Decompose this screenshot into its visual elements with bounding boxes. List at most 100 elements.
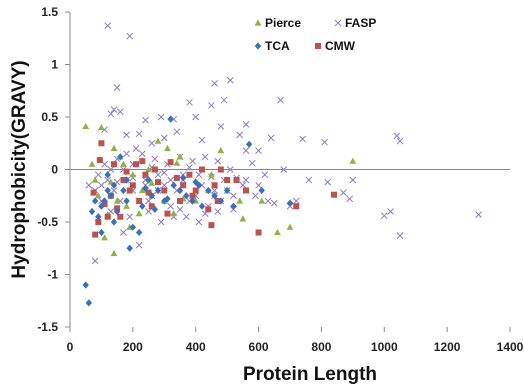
data-point [393, 132, 401, 140]
data-point [248, 159, 256, 167]
data-point [117, 153, 124, 161]
data-point [173, 174, 180, 181]
y-tick-label: -1.5 [37, 320, 58, 334]
data-point [98, 181, 105, 189]
data-point [214, 157, 222, 165]
data-point [110, 181, 118, 189]
data-point [148, 139, 156, 147]
data-point [167, 176, 174, 184]
data-point [136, 198, 143, 204]
y-tick-label: 0 [51, 163, 58, 177]
data-point [123, 150, 130, 158]
data-point [126, 32, 134, 40]
data-point [208, 222, 215, 229]
data-point [255, 147, 262, 154]
data-point [267, 134, 275, 142]
data-point [120, 229, 127, 236]
data-point [91, 176, 99, 183]
data-point [255, 229, 262, 236]
data-point [252, 192, 259, 200]
data-point [258, 186, 265, 195]
data-point [145, 197, 152, 205]
data-point [98, 228, 105, 237]
data-point [299, 135, 306, 143]
data-points [82, 22, 482, 307]
data-point [217, 123, 225, 130]
data-point [110, 249, 118, 257]
data-point [292, 197, 300, 205]
data-point [135, 210, 143, 217]
data-point [195, 218, 203, 226]
data-point [123, 168, 130, 175]
data-point [154, 186, 162, 195]
data-point [170, 210, 178, 217]
x-tick-label: 600 [249, 340, 269, 354]
data-point [186, 171, 193, 178]
data-point [160, 181, 168, 189]
data-point [211, 182, 218, 189]
legend-label-fasp: FASP [345, 16, 376, 30]
data-point [88, 207, 96, 216]
plot-area: 1.5 1 0.5 0 -0.5 -1 -1.5 0 200 400 600 800 1000 1200… [37, 5, 523, 354]
legend-marker-fasp [334, 19, 342, 27]
data-point [104, 213, 111, 220]
data-point [217, 197, 225, 205]
data-point [261, 171, 269, 179]
legend-marker-shape [254, 19, 262, 26]
data-point [116, 108, 124, 116]
x-tick-label: 200 [123, 340, 143, 354]
data-point [145, 176, 152, 184]
legend-item-pierce: Pierce [254, 16, 301, 30]
data-point [226, 76, 234, 84]
legend-label-cmw: CMW [325, 39, 356, 53]
data-point [104, 186, 111, 195]
legend-item-fasp: FASP [334, 16, 376, 30]
data-point [224, 177, 231, 183]
data-point [145, 208, 152, 215]
data-point [135, 130, 143, 138]
y-tick-label: 0.5 [41, 110, 58, 124]
data-point [138, 150, 146, 158]
data-point [305, 176, 313, 184]
data-point [195, 181, 203, 189]
data-point [126, 244, 133, 252]
data-point [111, 161, 117, 168]
data-point [126, 213, 134, 221]
legend: Pierce FASP TCA CMW [254, 16, 376, 53]
data-point [164, 210, 171, 217]
data-point [98, 202, 105, 210]
data-point [205, 186, 212, 195]
data-point [396, 232, 404, 240]
data-point [349, 176, 357, 184]
data-point [211, 192, 218, 200]
data-point [129, 171, 137, 178]
legend-label-tca: TCA [265, 39, 290, 53]
data-point [148, 203, 155, 210]
y-tick-label: -0.5 [37, 215, 58, 229]
data-point [101, 234, 108, 241]
data-point [192, 113, 200, 121]
data-point [142, 171, 149, 178]
data-point [236, 197, 244, 204]
data-point [176, 206, 184, 213]
data-point [186, 98, 193, 106]
data-point [132, 145, 140, 152]
data-point [138, 186, 146, 194]
data-point [264, 197, 272, 205]
data-point [331, 191, 337, 198]
x-axis-ticks: 0 200 400 600 800 1000 1200 1400 [67, 327, 524, 354]
data-point [277, 96, 284, 104]
data-point [164, 144, 171, 152]
data-point [205, 206, 212, 213]
data-point [85, 181, 93, 189]
data-point [176, 186, 184, 195]
data-point [148, 179, 156, 186]
data-point [92, 231, 99, 238]
x-axis-title: Protein Length [243, 364, 377, 385]
data-point [217, 147, 225, 154]
data-point [349, 157, 357, 164]
data-point [82, 122, 90, 130]
data-point [120, 160, 127, 167]
data-point [192, 187, 199, 194]
data-point [177, 198, 183, 204]
